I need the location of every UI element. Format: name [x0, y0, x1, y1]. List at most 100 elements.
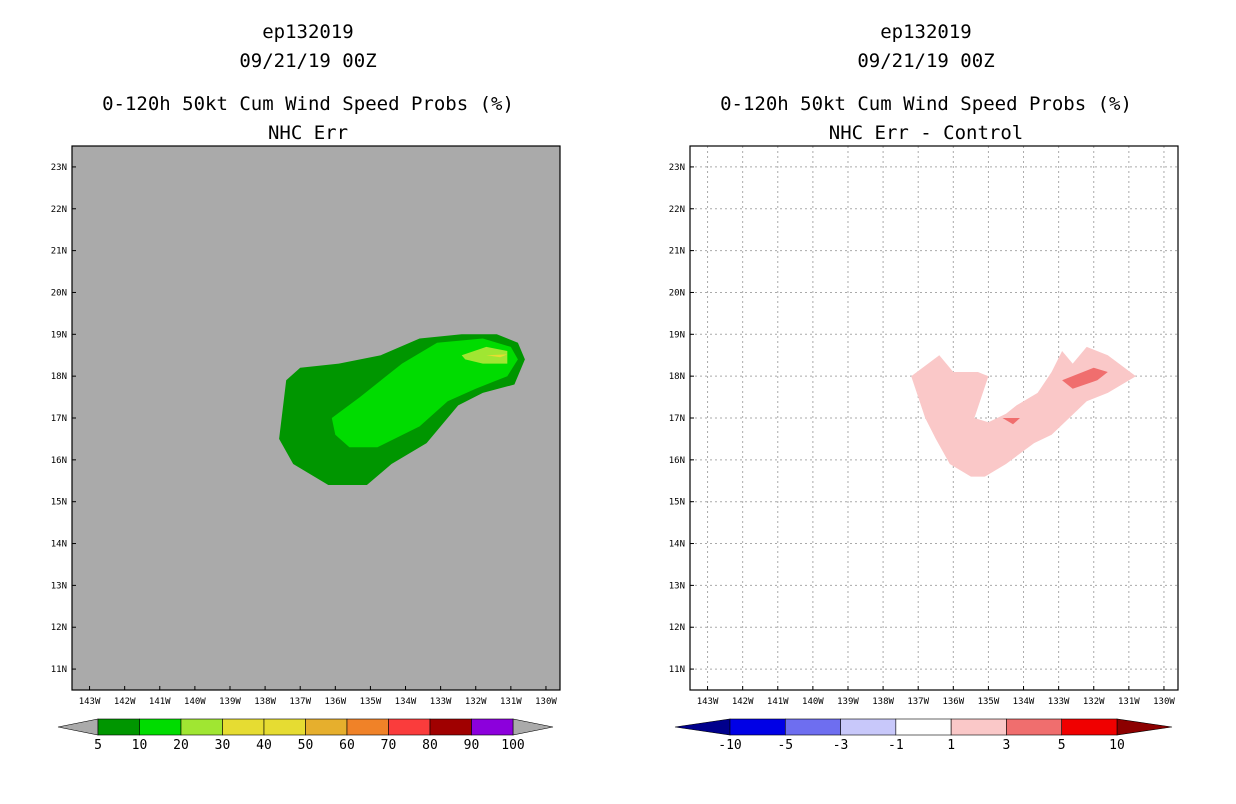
x-tick-label: 137W: [907, 697, 929, 707]
colorbar-label: 10: [1109, 738, 1125, 753]
x-tick-label: 140W: [802, 697, 824, 707]
x-tick-label: 137W: [289, 697, 311, 707]
x-tick-label: 139W: [837, 697, 859, 707]
y-tick-label: 17N: [51, 414, 67, 424]
colorbar-label: 100: [501, 738, 524, 753]
colorbar-label: -10: [718, 738, 741, 753]
colorbar-segment: [305, 718, 348, 736]
contour-level-3: [1002, 418, 1020, 425]
y-tick-label: 15N: [669, 498, 685, 508]
x-tick-label: 142W: [732, 697, 754, 707]
colorbar-segment: [222, 718, 265, 736]
contour-level-3: [1062, 367, 1108, 389]
colorbar-segment: [263, 718, 306, 736]
colorbar-label: 10: [132, 738, 148, 753]
x-tick-label: 138W: [254, 697, 276, 707]
colorbar-label: 60: [339, 738, 355, 753]
x-tick-label: 134W: [395, 697, 417, 707]
x-tick-label: 143W: [697, 697, 719, 707]
y-tick-label: 19N: [51, 330, 67, 340]
colorbar-label: -1: [888, 738, 904, 753]
x-tick-label: 133W: [1048, 697, 1070, 707]
y-tick-label: 13N: [51, 581, 67, 591]
y-tick-label: 19N: [669, 330, 685, 340]
y-tick-label: 20N: [669, 288, 685, 298]
contour-fills: [911, 346, 1136, 477]
x-tick-label: 132W: [1083, 697, 1105, 707]
colorbar-label: 20: [173, 738, 189, 753]
y-tick-label: 16N: [669, 456, 685, 466]
chart-date: 09/21/19 00Z: [857, 50, 994, 72]
y-tick-label: 13N: [669, 581, 685, 591]
colorbar-segment: [346, 718, 389, 736]
chart-title: ep132019: [262, 21, 354, 43]
chart-product: 0-120h 50kt Cum Wind Speed Probs (%): [720, 93, 1132, 115]
colorbar-label: 5: [94, 738, 102, 753]
y-tick-label: 14N: [51, 540, 67, 550]
x-tick-label: 130W: [1153, 697, 1175, 707]
y-tick-label: 18N: [669, 372, 685, 382]
colorbar-segment: [895, 718, 952, 736]
y-tick-label: 16N: [51, 456, 67, 466]
y-tick-label: 11N: [51, 665, 67, 675]
y-tick-label: 17N: [669, 414, 685, 424]
x-tick-label: 135W: [978, 697, 1000, 707]
colorbar-label: 5: [1058, 738, 1066, 753]
y-tick-label: 15N: [51, 498, 67, 508]
colorbar-segment: [1006, 718, 1063, 736]
panel-nhc-err: ep132019 09/21/19 00Z 0-120h 50kt Cum Wi…: [51, 21, 561, 753]
colorbar-segment: [471, 718, 514, 736]
colorbar-low-arrow: [674, 718, 731, 736]
y-tick-label: 14N: [669, 540, 685, 550]
colorbar-segment: [388, 718, 431, 736]
colorbar-low-arrow: [57, 718, 99, 736]
x-tick-label: 136W: [324, 697, 346, 707]
grid: [690, 146, 1178, 690]
x-tick-label: 139W: [219, 697, 241, 707]
axis-ticks: 143W 142W 141W 140W 139W 138W 137W 136W 135W 134W…: [51, 163, 558, 707]
y-tick-label: 22N: [669, 205, 685, 215]
contour-level-20: [461, 346, 508, 364]
colorbar-label: 30: [215, 738, 231, 753]
x-tick-label: 138W: [872, 697, 894, 707]
x-tick-label: 136W: [942, 697, 964, 707]
chart-field: NHC Err: [268, 122, 348, 144]
colorbar-segment: [840, 718, 897, 736]
y-tick-label: 20N: [51, 288, 67, 298]
y-tick-label: 21N: [669, 247, 685, 257]
colorbar-segment: [784, 718, 841, 736]
x-tick-label: 140W: [184, 697, 206, 707]
x-tick-label: 141W: [149, 697, 171, 707]
y-tick-label: 12N: [51, 623, 67, 633]
y-tick-label: 12N: [669, 623, 685, 633]
x-tick-label: 131W: [1118, 697, 1140, 707]
colorbar-label: 40: [256, 738, 272, 753]
chart-field: NHC Err - Control: [829, 122, 1023, 144]
colorbar-label: 1: [947, 738, 955, 753]
y-tick-label: 18N: [51, 372, 67, 382]
x-tick-label: 131W: [500, 697, 522, 707]
colorbar-segment: [97, 718, 140, 736]
colorbar-segment: [180, 718, 223, 736]
colorbar-label: 3: [1003, 738, 1011, 753]
colorbar-high-arrow: [1116, 718, 1173, 736]
x-tick-label: 143W: [79, 697, 101, 707]
x-tick-label: 135W: [360, 697, 382, 707]
colorbar-label: 90: [464, 738, 480, 753]
colorbar-segment: [729, 718, 786, 736]
colorbar-label: 50: [298, 738, 314, 753]
panel-nhc-err-control: ep132019 09/21/19 00Z 0-120h 50kt Cum Wi…: [669, 21, 1179, 753]
axis-ticks: 143W 142W 141W 140W 139W 138W 137W 136W 135W 134W…: [669, 163, 1176, 707]
colorbar-label: 70: [381, 738, 397, 753]
y-tick-label: 21N: [51, 247, 67, 257]
contour-fills: [279, 334, 525, 485]
contour-level-10: [331, 338, 518, 448]
colorbar-label: -3: [833, 738, 849, 753]
chart-date: 09/21/19 00Z: [239, 50, 376, 72]
contour-level-30: [486, 354, 508, 358]
colorbar-label: 80: [422, 738, 438, 753]
y-tick-label: 22N: [51, 205, 67, 215]
y-tick-label: 23N: [51, 163, 67, 173]
